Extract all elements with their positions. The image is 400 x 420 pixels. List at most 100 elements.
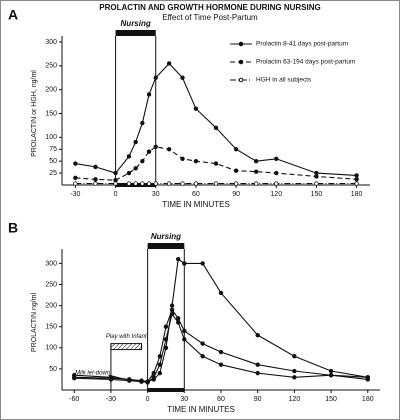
data-point (153, 144, 158, 150)
data-point (73, 175, 78, 181)
data-point (180, 181, 185, 186)
data-point (365, 375, 370, 380)
data-point (175, 257, 181, 262)
data-point (146, 92, 152, 97)
data-point (73, 161, 78, 166)
data-point (233, 181, 239, 186)
data-point (213, 181, 219, 186)
data-point (175, 320, 181, 325)
data-point (292, 354, 297, 359)
data-point (108, 377, 114, 382)
data-point (354, 177, 359, 182)
data-point (166, 147, 172, 152)
data-point (140, 181, 145, 186)
data-point (274, 181, 279, 186)
x-axis-label: TIME IN MINUTES (162, 200, 230, 209)
y-tick-label: 200 (45, 302, 57, 309)
nursing-bar (115, 30, 156, 36)
x-tick-label: 90 (254, 396, 262, 403)
data-point (169, 303, 175, 308)
panel-label: A (8, 7, 18, 23)
y-axis-label: PROLACTIN or HGH, ng/ml (31, 70, 38, 157)
y-tick-label: 100 (45, 345, 57, 352)
y-tick-label: 25 (49, 170, 57, 177)
data-point (200, 261, 205, 266)
data-point (218, 290, 224, 296)
data-point (166, 181, 172, 186)
legend-marker (238, 41, 244, 47)
data-point (133, 181, 138, 186)
y-tick-label: 100 (45, 134, 57, 141)
data-point (218, 349, 224, 355)
data-point (314, 181, 319, 186)
y-tick-label: 300 (45, 260, 57, 267)
data-point (163, 324, 169, 329)
y-tick-label: 75 (49, 146, 57, 153)
data-point (146, 149, 152, 154)
data-point (253, 181, 259, 186)
x-tick-label: -30 (106, 396, 116, 403)
data-point (146, 181, 152, 186)
data-point (169, 311, 175, 317)
x-tick-label: 60 (217, 396, 225, 403)
x-tick-label: 180 (351, 191, 363, 198)
data-point (255, 362, 260, 367)
x-tick-label: 0 (114, 191, 118, 198)
data-point (133, 139, 138, 145)
data-point (93, 177, 98, 182)
data-point (157, 362, 163, 367)
data-point (157, 370, 163, 376)
data-point (163, 337, 169, 342)
x-tick-label: 60 (192, 191, 200, 198)
data-point (140, 120, 145, 126)
chart-subtitle: Effect of Time Post-Partum (162, 13, 258, 22)
data-point (113, 181, 118, 186)
band-label: Nursing (151, 232, 181, 241)
data-point (175, 316, 181, 321)
data-point (153, 75, 158, 80)
x-tick-label: -60 (69, 396, 79, 403)
data-point (93, 181, 98, 186)
y-tick-label: 50 (49, 158, 57, 165)
y-tick-label: 200 (45, 87, 57, 94)
x-tick-label: 150 (325, 396, 337, 403)
play-bar (110, 343, 143, 351)
data-point (200, 341, 205, 346)
data-point (72, 375, 77, 381)
data-point (292, 375, 297, 380)
data-point (180, 75, 185, 80)
y-tick-label: 250 (45, 63, 57, 70)
y-axis-label: PROLACTIN ng/ml (31, 292, 38, 352)
data-point (126, 154, 132, 159)
x-tick-label: 90 (232, 191, 240, 198)
legend-label: Prolactin 63-194 days post-partum (256, 59, 355, 66)
legend-marker (238, 77, 244, 83)
y-tick-label: 50 (49, 366, 57, 373)
data-point (193, 181, 199, 186)
x-tick-label: 30 (152, 191, 160, 198)
data-point (193, 106, 199, 111)
data-point (328, 373, 334, 378)
x-tick-label: 0 (146, 396, 150, 403)
x-tick-label: 150 (311, 191, 323, 198)
data-point (145, 380, 150, 385)
x-axis-label: TIME IN MINUTES (167, 405, 235, 414)
data-point (274, 156, 279, 161)
data-point (292, 368, 297, 374)
data-point (233, 147, 239, 152)
band-label: Play with Infant (106, 334, 147, 340)
data-point (274, 170, 279, 176)
y-tick-label: 250 (45, 281, 57, 288)
data-point (182, 328, 187, 334)
data-point (153, 181, 158, 186)
x-tick-label: 120 (270, 191, 282, 198)
data-point (93, 164, 98, 170)
data-point (133, 166, 138, 171)
panel-label: B (8, 220, 18, 236)
data-point (200, 354, 205, 359)
legend-label: HGH in all subjects (256, 77, 312, 84)
x-tick-label: 30 (180, 396, 188, 403)
nursing-bar (147, 243, 185, 249)
